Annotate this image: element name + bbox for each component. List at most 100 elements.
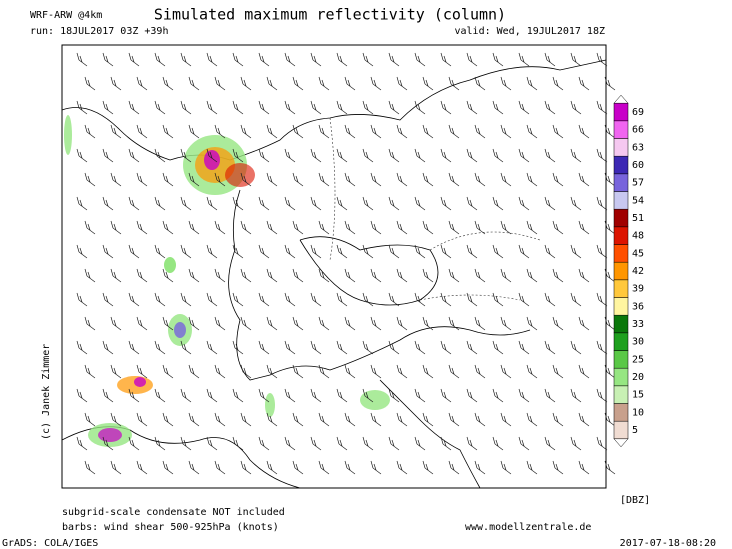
barb bbox=[570, 388, 582, 403]
barb bbox=[318, 76, 330, 91]
barb bbox=[362, 100, 374, 115]
barb bbox=[110, 76, 122, 91]
barb bbox=[136, 412, 148, 427]
barb bbox=[102, 148, 114, 163]
barb bbox=[500, 316, 512, 331]
barb bbox=[466, 436, 478, 451]
barb bbox=[492, 436, 504, 451]
colorbar-box bbox=[613, 261, 629, 281]
barb bbox=[206, 52, 218, 67]
barb bbox=[422, 268, 434, 283]
barb bbox=[102, 244, 114, 259]
barb bbox=[414, 340, 426, 355]
barb bbox=[526, 220, 538, 235]
barb bbox=[76, 244, 88, 259]
colorbar-box bbox=[613, 367, 629, 387]
barb bbox=[370, 316, 382, 331]
barb bbox=[596, 244, 608, 259]
barb bbox=[448, 268, 460, 283]
barb bbox=[84, 460, 96, 475]
barb bbox=[128, 148, 140, 163]
barb bbox=[474, 124, 486, 139]
barb bbox=[292, 460, 304, 475]
barb bbox=[448, 460, 460, 475]
barb bbox=[180, 100, 192, 115]
barb bbox=[162, 220, 174, 235]
barb bbox=[570, 340, 582, 355]
barb bbox=[552, 172, 564, 187]
barb bbox=[570, 100, 582, 115]
barb bbox=[414, 244, 426, 259]
barb bbox=[344, 412, 356, 427]
barb bbox=[578, 460, 590, 475]
cell bbox=[117, 376, 153, 394]
barb bbox=[396, 412, 408, 427]
barb bbox=[414, 196, 426, 211]
barb bbox=[396, 124, 408, 139]
barb bbox=[154, 196, 166, 211]
barb bbox=[266, 124, 278, 139]
barb bbox=[232, 196, 244, 211]
barb bbox=[500, 220, 512, 235]
barb bbox=[292, 412, 304, 427]
barb bbox=[414, 292, 426, 307]
barb bbox=[206, 340, 218, 355]
barb bbox=[422, 364, 434, 379]
barb bbox=[76, 292, 88, 307]
barb bbox=[110, 364, 122, 379]
barb bbox=[396, 316, 408, 331]
cell bbox=[98, 428, 122, 442]
barb bbox=[544, 436, 556, 451]
barb bbox=[500, 412, 512, 427]
barb bbox=[76, 388, 88, 403]
barb bbox=[318, 364, 330, 379]
barb bbox=[84, 412, 96, 427]
barb bbox=[180, 196, 192, 211]
barb bbox=[266, 172, 278, 187]
cell bbox=[174, 322, 186, 338]
barb bbox=[570, 436, 582, 451]
barb bbox=[318, 172, 330, 187]
run-label: run: 18JUL2017 03Z +39h bbox=[30, 26, 168, 37]
barb bbox=[448, 316, 460, 331]
barb bbox=[544, 244, 556, 259]
barb bbox=[84, 76, 96, 91]
barb bbox=[258, 292, 270, 307]
colorbar-label: 48 bbox=[632, 231, 644, 242]
barb bbox=[110, 172, 122, 187]
barb bbox=[344, 220, 356, 235]
barb bbox=[604, 316, 616, 331]
barb bbox=[258, 196, 270, 211]
map-frame bbox=[61, 44, 607, 489]
barb bbox=[466, 148, 478, 163]
barb bbox=[344, 124, 356, 139]
barb bbox=[232, 340, 244, 355]
barb bbox=[604, 268, 616, 283]
barb bbox=[232, 436, 244, 451]
coastline bbox=[379, 379, 481, 489]
colorbar-box bbox=[613, 120, 629, 139]
barb bbox=[492, 244, 504, 259]
barb bbox=[188, 76, 200, 91]
barb bbox=[128, 340, 140, 355]
barb bbox=[362, 148, 374, 163]
barb bbox=[570, 52, 582, 67]
barb bbox=[292, 172, 304, 187]
barb bbox=[370, 220, 382, 235]
colorbar-box bbox=[613, 138, 629, 157]
barb bbox=[76, 100, 88, 115]
barb bbox=[578, 412, 590, 427]
barb bbox=[344, 268, 356, 283]
barb bbox=[500, 76, 512, 91]
barb bbox=[596, 52, 608, 67]
barb bbox=[344, 172, 356, 187]
barb bbox=[154, 292, 166, 307]
barb bbox=[84, 220, 96, 235]
barb bbox=[318, 268, 330, 283]
barb bbox=[180, 388, 192, 403]
barb bbox=[214, 124, 226, 139]
colorbar-label: 15 bbox=[632, 390, 644, 401]
barb bbox=[188, 460, 200, 475]
colorbar-arrow bbox=[613, 438, 629, 448]
barb bbox=[162, 172, 174, 187]
